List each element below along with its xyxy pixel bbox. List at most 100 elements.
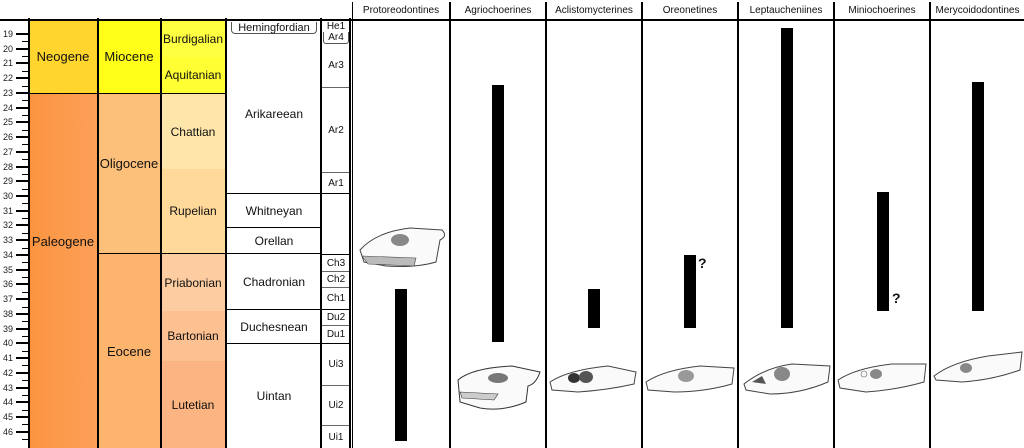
tick-minor [22, 173, 29, 175]
tick-minor [22, 321, 29, 323]
tick-minor [22, 159, 29, 161]
nalma-uintan: Uintan [256, 389, 292, 403]
tick-label: 20 [2, 43, 13, 54]
biochron-ch3: Ch3 [322, 254, 350, 272]
tick-major [16, 327, 29, 330]
biochron-ar2: Ar2 [322, 88, 350, 173]
uncertainty-mark: ? [892, 290, 901, 306]
tick-label: 27 [2, 146, 13, 157]
tick-major [16, 209, 29, 212]
tick-minor [22, 144, 29, 146]
biochron-du2: Du2 [322, 310, 350, 326]
tick-label: 35 [2, 264, 13, 275]
tick-label: 42 [2, 367, 13, 378]
range-bar-agriochoerines [492, 85, 504, 342]
tick-major [16, 180, 29, 183]
tick-minor [22, 394, 29, 396]
header-merycoidodontines: Merycoidodontines [935, 5, 1020, 16]
range-bar-leptaucheniines [781, 28, 793, 328]
leptauchenine-skull-icon [743, 363, 831, 395]
tick-minor [22, 306, 29, 308]
tick-minor [22, 262, 29, 264]
tick-major [16, 268, 29, 271]
tick-minor [22, 247, 29, 249]
tick-label: 22 [2, 73, 13, 84]
tick-minor [22, 56, 29, 58]
tick-major [16, 415, 29, 418]
header-protoreodontines: Protoreodontines [362, 5, 440, 16]
stage-burdigalian: Burdigalian [161, 20, 225, 57]
tick-label: 37 [2, 294, 13, 305]
tick-label: 38 [2, 308, 13, 319]
epoch-oligocene: Oligocene [98, 94, 160, 254]
tick-label: 36 [2, 279, 13, 290]
tick-label: 30 [2, 191, 13, 202]
tick-major [16, 62, 29, 65]
tick-major [16, 312, 29, 315]
tick-major [16, 283, 29, 286]
tick-label: 25 [2, 117, 13, 128]
tick-minor [22, 41, 29, 43]
miniochoerine-skull-icon [837, 363, 927, 393]
aclistomycterine-skull-icon [549, 365, 637, 393]
biochron-ch1: Ch1 [322, 288, 350, 310]
tick-label: 28 [2, 161, 13, 172]
tick-minor [22, 424, 29, 426]
stage-priabonian: Priabonian [161, 254, 225, 311]
tick-major [16, 298, 29, 301]
biochron-ch2: Ch2 [322, 272, 350, 288]
tick-label: 39 [2, 323, 13, 334]
tick-minor [22, 380, 29, 382]
tick-major [16, 121, 29, 124]
header-aclistomycterines: Aclistomycterines [555, 5, 633, 16]
tick-major [16, 371, 29, 374]
tick-label: 34 [2, 249, 13, 260]
age-axis: 19 20 21 22 23 24 25 26 27 28 29 30 31 32 33 34 35 36 37 38… [0, 20, 30, 448]
nalma-column: Hemingfordian Arikareean Whitneyan Orell… [227, 20, 321, 448]
agriochoerine-skull-icon [457, 365, 541, 410]
tick-minor [22, 409, 29, 411]
tick-minor [22, 350, 29, 352]
header-agriochoerines: Agriochoerines [464, 5, 532, 16]
biochron-ar1: Ar1 [322, 173, 350, 194]
tick-major [16, 33, 29, 35]
tick-label: 41 [2, 353, 13, 364]
range-bar-miniochoerines [877, 192, 889, 311]
tick-major [16, 253, 29, 256]
stage-aquitanian: Aquitanian [161, 57, 225, 94]
nalma-orellan: Orellan [227, 228, 321, 254]
tick-major [16, 401, 29, 404]
tick-label: 23 [2, 87, 13, 98]
tick-label: 45 [2, 411, 13, 422]
tick-label: 32 [2, 220, 13, 231]
biochron-ar3: Ar3 [322, 44, 350, 88]
nalma-chadronian: Chadronian [227, 254, 321, 310]
tick-minor [22, 291, 29, 293]
oreonetine-skull-icon [645, 365, 735, 393]
tick-major [16, 136, 29, 139]
biochron-he1: He1 [326, 21, 346, 32]
biochron-du1: Du1 [322, 326, 350, 344]
tick-minor [22, 100, 29, 102]
tick-minor [22, 277, 29, 279]
tick-minor [22, 85, 29, 87]
header-miniochoerines: Miniochoerines [848, 5, 916, 16]
range-bar-merycoidodontines [972, 82, 984, 311]
tick-major [16, 357, 29, 360]
biochron-ar4: Ar4 [323, 32, 349, 44]
tick-label: 26 [2, 132, 13, 143]
tick-minor [22, 439, 29, 441]
nalma-whitneyan: Whitneyan [227, 194, 321, 228]
tick-label: 44 [2, 397, 13, 408]
protoreodontine-skull-icon [359, 227, 446, 267]
tick-minor [22, 335, 29, 337]
tick-label: 21 [2, 58, 13, 69]
tick-label: 31 [2, 205, 13, 216]
tick-minor [22, 365, 29, 367]
tick-minor [22, 203, 29, 205]
epoch-miocene: Miocene [98, 20, 160, 94]
header-oreonetines: Oreonetines [662, 5, 718, 16]
stage-rupelian: Rupelian [161, 169, 225, 254]
biochron-column: He1 Ar4 Ar3 Ar2 Ar1 Ch3 Ch2 Ch1 Du2 Du1 … [322, 20, 350, 448]
tick-major [16, 195, 29, 198]
